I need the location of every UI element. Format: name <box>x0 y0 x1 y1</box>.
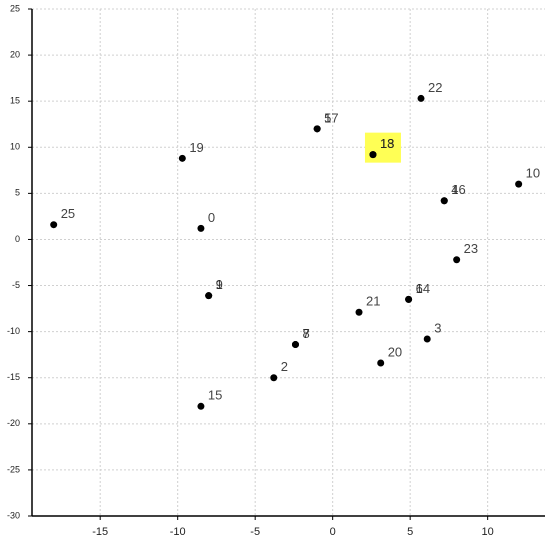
y-tick-label: -5 <box>12 280 20 290</box>
point-label: 1 <box>216 277 223 292</box>
y-tick-label: -20 <box>7 418 20 428</box>
x-tick-label: -5 <box>250 526 260 538</box>
point <box>197 402 205 410</box>
y-tick-label: 0 <box>15 234 20 244</box>
x-tick-label: -15 <box>92 526 108 538</box>
point-label: 10 <box>526 166 540 181</box>
point-label: 15 <box>208 388 222 403</box>
point <box>453 256 461 264</box>
point-label: 8 <box>302 326 309 341</box>
y-tick-label: 5 <box>15 188 20 198</box>
y-tick-label: -30 <box>7 510 20 520</box>
y-tick-label: 15 <box>10 96 20 106</box>
point-label: 17 <box>324 110 338 125</box>
point-label: 0 <box>208 210 215 225</box>
x-tick-label: -10 <box>170 526 186 538</box>
point-label: 14 <box>416 281 430 296</box>
y-tick-label: 25 <box>10 3 20 13</box>
point-label: 5 <box>324 110 331 125</box>
point-label: 16 <box>451 182 465 197</box>
point <box>405 295 413 303</box>
point-label: 20 <box>388 344 402 359</box>
point <box>369 151 377 159</box>
point-label: 25 <box>61 206 75 221</box>
grid-layer <box>32 8 545 517</box>
x-tick-label: 10 <box>482 526 494 538</box>
y-tick-label: -10 <box>7 326 20 336</box>
highlight-layer <box>364 132 401 163</box>
point <box>270 374 278 382</box>
point-label: 13 <box>380 136 394 151</box>
point <box>291 341 299 349</box>
point <box>417 94 425 102</box>
y-tick-label: 20 <box>10 49 20 59</box>
point-label: 21 <box>366 294 380 309</box>
point-label: 22 <box>428 80 442 95</box>
point <box>313 125 321 133</box>
point-label: 7 <box>302 326 309 341</box>
point-label: 2 <box>281 359 288 374</box>
point-label: 19 <box>189 140 203 155</box>
point <box>423 335 431 343</box>
point <box>50 221 58 229</box>
point-label: 6 <box>416 281 423 296</box>
highlight-box <box>364 132 401 163</box>
point <box>205 292 213 300</box>
point <box>178 154 186 162</box>
x-tick-label: 5 <box>407 526 413 538</box>
y-tick-label: -15 <box>7 372 20 382</box>
point <box>440 197 448 205</box>
point <box>355 308 363 316</box>
point <box>197 224 205 232</box>
point <box>515 180 523 188</box>
point <box>377 359 385 367</box>
x-tick-label: 0 <box>330 526 336 538</box>
point-label: 3 <box>434 320 441 335</box>
point-label: 9 <box>216 277 223 292</box>
y-tick-label: 10 <box>10 142 20 152</box>
point-label: 18 <box>380 136 394 151</box>
point-label: 4 <box>451 182 458 197</box>
y-tick-label: -25 <box>7 464 20 474</box>
point-label: 23 <box>464 241 478 256</box>
